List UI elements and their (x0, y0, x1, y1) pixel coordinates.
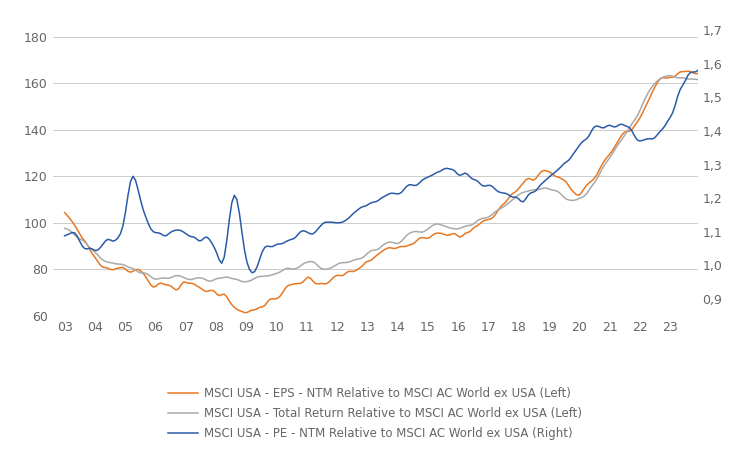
MSCI USA - PE - NTM Relative to MSCI AC World ex USA (Right) (509, 194, 518, 200)
MSCI USA - Total Return Relative to MSCI AC World ex USA (Left) (696, 77, 705, 82)
MSCI USA - Total Return Relative to MSCI AC World ex USA (Left) (468, 222, 477, 227)
Legend: MSCI USA - EPS - NTM Relative to MSCI AC World ex USA (Left), MSCI USA - Total R: MSCI USA - EPS - NTM Relative to MSCI AC… (164, 382, 586, 445)
MSCI USA - EPS - NTM Relative to MSCI AC World ex USA (Left) (240, 310, 249, 315)
MSCI USA - EPS - NTM Relative to MSCI AC World ex USA (Left) (696, 70, 705, 76)
MSCI USA - EPS - NTM Relative to MSCI AC World ex USA (Left) (567, 187, 576, 192)
MSCI USA - Total Return Relative to MSCI AC World ex USA (Left) (509, 197, 518, 202)
MSCI USA - Total Return Relative to MSCI AC World ex USA (Left) (253, 274, 262, 280)
MSCI USA - EPS - NTM Relative to MSCI AC World ex USA (Left) (73, 227, 82, 232)
MSCI USA - Total Return Relative to MSCI AC World ex USA (Left) (686, 76, 695, 82)
MSCI USA - EPS - NTM Relative to MSCI AC World ex USA (Left) (686, 69, 695, 74)
MSCI USA - PE - NTM Relative to MSCI AC World ex USA (Right) (567, 154, 576, 160)
MSCI USA - EPS - NTM Relative to MSCI AC World ex USA (Left) (468, 226, 477, 232)
MSCI USA - Total Return Relative to MSCI AC World ex USA (Left) (240, 279, 249, 285)
MSCI USA - PE - NTM Relative to MSCI AC World ex USA (Right) (73, 234, 82, 239)
MSCI USA - PE - NTM Relative to MSCI AC World ex USA (Right) (696, 65, 705, 71)
MSCI USA - PE - NTM Relative to MSCI AC World ex USA (Right) (248, 270, 256, 276)
MSCI USA - Total Return Relative to MSCI AC World ex USA (Left) (666, 73, 675, 78)
MSCI USA - Total Return Relative to MSCI AC World ex USA (Left) (567, 198, 576, 203)
MSCI USA - PE - NTM Relative to MSCI AC World ex USA (Right) (468, 176, 477, 182)
MSCI USA - PE - NTM Relative to MSCI AC World ex USA (Right) (60, 233, 69, 239)
MSCI USA - EPS - NTM Relative to MSCI AC World ex USA (Left) (509, 191, 518, 196)
Line: MSCI USA - EPS - NTM Relative to MSCI AC World ex USA (Left): MSCI USA - EPS - NTM Relative to MSCI AC… (64, 71, 701, 313)
MSCI USA - Total Return Relative to MSCI AC World ex USA (Left) (60, 226, 69, 231)
MSCI USA - PE - NTM Relative to MSCI AC World ex USA (Right) (683, 73, 692, 78)
Line: MSCI USA - PE - NTM Relative to MSCI AC World ex USA (Right): MSCI USA - PE - NTM Relative to MSCI AC … (64, 68, 701, 273)
MSCI USA - Total Return Relative to MSCI AC World ex USA (Left) (73, 235, 82, 240)
MSCI USA - EPS - NTM Relative to MSCI AC World ex USA (Left) (60, 210, 69, 215)
MSCI USA - EPS - NTM Relative to MSCI AC World ex USA (Left) (253, 306, 262, 312)
Line: MSCI USA - Total Return Relative to MSCI AC World ex USA (Left): MSCI USA - Total Return Relative to MSCI… (64, 76, 701, 282)
MSCI USA - PE - NTM Relative to MSCI AC World ex USA (Right) (253, 264, 262, 269)
MSCI USA - EPS - NTM Relative to MSCI AC World ex USA (Left) (683, 69, 692, 74)
